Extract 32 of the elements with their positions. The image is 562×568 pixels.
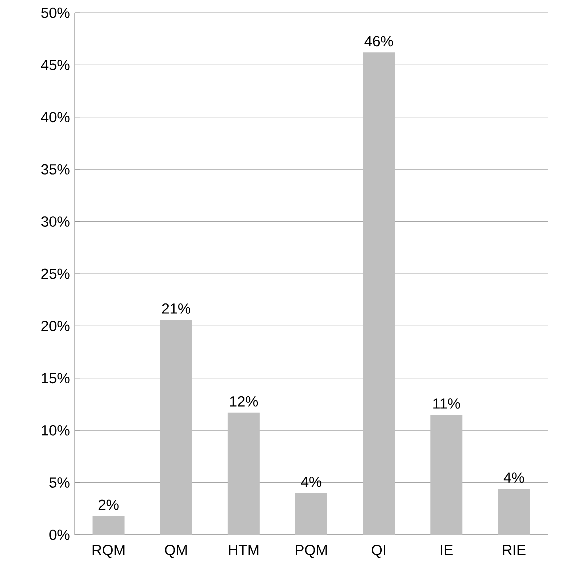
x-tick-label: RIE [503, 545, 526, 556]
y-tick-label: 45% [41, 60, 70, 70]
y-tick-label: 10% [42, 425, 70, 436]
y-tick-label: 20% [42, 321, 70, 332]
y-tick-label: 5% [50, 478, 70, 488]
y-tick-label: 25% [42, 268, 70, 280]
x-tick-label: QI [372, 545, 386, 558]
y-tick-label: 30% [42, 216, 70, 227]
data-label: 21% [162, 304, 190, 314]
y-tick-label: 15% [42, 373, 70, 384]
bar [92, 516, 125, 535]
data-label: 2% [98, 500, 119, 510]
data-label: 46% [364, 36, 394, 47]
x-tick-label: QM [165, 545, 187, 558]
bar [228, 412, 260, 535]
data-label: 4% [301, 476, 322, 488]
y-tick-label: 0% [50, 530, 70, 540]
y-tick-label: 40% [41, 112, 70, 123]
data-label: 11% [434, 398, 460, 409]
data-label: 4% [504, 472, 524, 484]
x-tick-label: PQM [296, 545, 327, 558]
data-label: 12% [230, 396, 258, 407]
bar [430, 414, 463, 535]
bar [295, 493, 328, 535]
x-tick-label: RQM [92, 545, 125, 558]
x-tick-label: HTM [229, 545, 259, 556]
x-tick-label: IE [441, 545, 453, 556]
y-tick-label: 50% [42, 8, 70, 18]
bar [363, 52, 396, 535]
bar [498, 489, 530, 535]
y-tick-label: 35% [42, 164, 70, 175]
bar [160, 320, 192, 535]
